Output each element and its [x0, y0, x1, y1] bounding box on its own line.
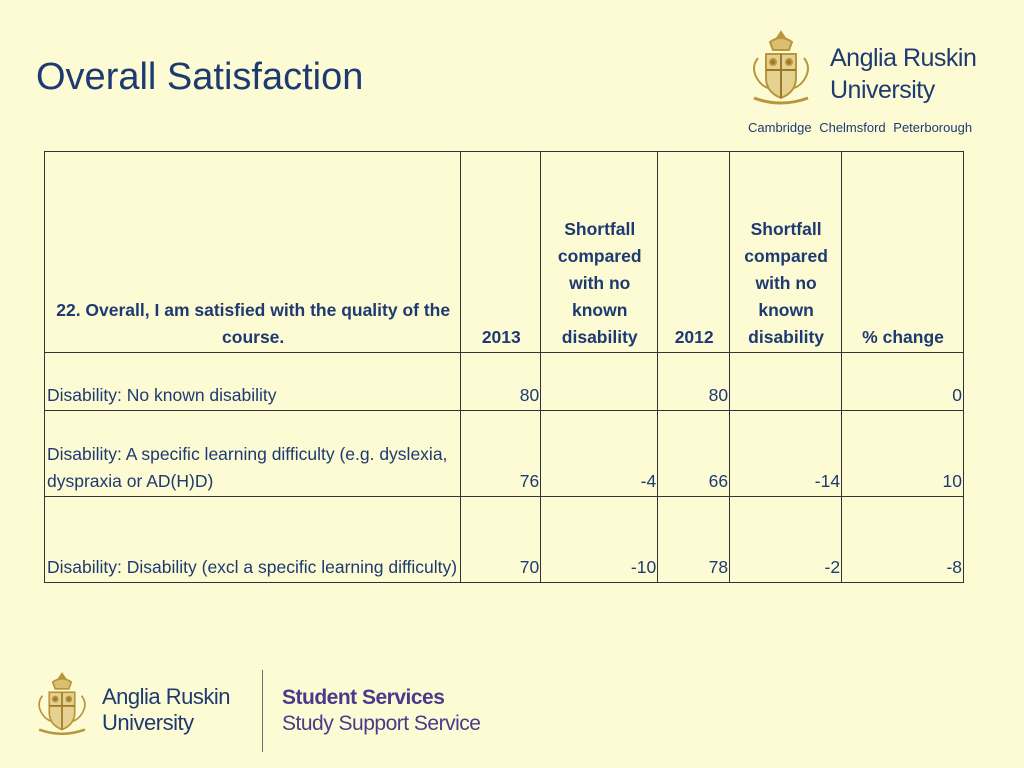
satisfaction-table: 22. Overall, I am satisfied with the qua… [43, 151, 964, 583]
header-2012: 2012 [657, 151, 731, 353]
footer-service-line1: Student Services [282, 686, 445, 709]
row-label: Disability: A specific learning difficul… [43, 410, 462, 497]
table-header-row: 22. Overall, I am satisfied with the qua… [43, 151, 964, 353]
university-logo: Anglia Ruskin University Cambridge Chelm… [748, 28, 998, 138]
footer-logo: Anglia Ruskin University Student Service… [34, 668, 504, 758]
footer-service-line2: Study Support Service [282, 712, 481, 735]
table-row: Disability: Disability (excl a specific … [43, 496, 964, 583]
table-row: Disability: No known disability 80 80 0 [43, 352, 964, 411]
footer-name-line1: Anglia Ruskin [102, 684, 231, 709]
cell-shortfall-2013 [540, 352, 659, 411]
logo-campuses: Cambridge Chelmsford Peterborough [748, 120, 973, 135]
cell-2013: 70 [460, 496, 542, 583]
footer-name-line2: University [102, 710, 194, 735]
cell-percent-change: 10 [841, 410, 964, 497]
cell-2013: 76 [460, 410, 542, 497]
logo-name-line1: Anglia Ruskin [830, 44, 977, 72]
cell-2012: 78 [657, 496, 731, 583]
header-shortfall-2012: Shortfall compared with no known disabil… [729, 151, 843, 353]
cell-percent-change: -8 [841, 496, 964, 583]
header-percent-change: % change [841, 151, 964, 353]
cell-shortfall-2012: -2 [729, 496, 843, 583]
logo-name-line2: University [830, 76, 935, 104]
header-2013: 2013 [460, 151, 542, 353]
row-label: Disability: Disability (excl a specific … [43, 496, 462, 583]
university-crest-icon [38, 672, 86, 736]
footer-divider [262, 670, 263, 752]
cell-shortfall-2012: -14 [729, 410, 843, 497]
cell-shortfall-2012 [729, 352, 843, 411]
cell-shortfall-2013: -10 [540, 496, 659, 583]
header-question: 22. Overall, I am satisfied with the qua… [43, 151, 462, 353]
cell-percent-change: 0 [841, 352, 964, 411]
university-crest-icon [753, 30, 809, 105]
table-row: Disability: A specific learning difficul… [43, 410, 964, 497]
page-title: Overall Satisfaction [36, 56, 364, 98]
header-shortfall-2013: Shortfall compared with no known disabil… [540, 151, 659, 353]
cell-shortfall-2013: -4 [540, 410, 659, 497]
cell-2012: 66 [657, 410, 731, 497]
cell-2012: 80 [657, 352, 731, 411]
cell-2013: 80 [460, 352, 542, 411]
row-label: Disability: No known disability [43, 352, 462, 411]
